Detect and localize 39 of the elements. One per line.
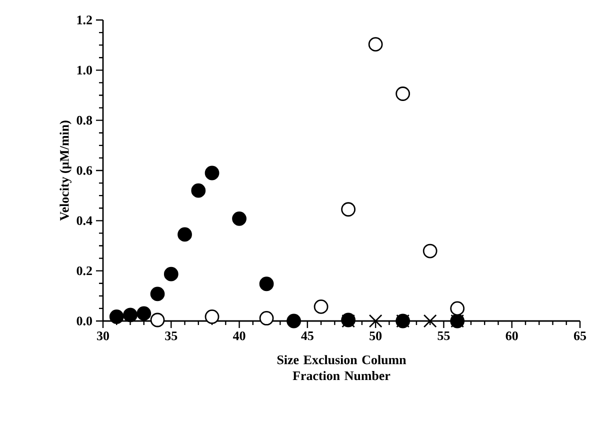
x-tick-label: 40	[232, 332, 246, 340]
point	[123, 308, 138, 322]
point	[259, 276, 274, 292]
y-tick-label: 1.2	[77, 16, 92, 24]
x-tick-label: 45	[301, 332, 314, 340]
x-axis-title: Size Exclusion Column Fraction Number	[277, 355, 406, 380]
x-tick-label: 35	[165, 332, 178, 340]
y-tick-label: 0.4	[76, 216, 92, 226]
point	[204, 166, 220, 180]
y-tick-label: 0.8	[76, 116, 92, 125]
x-tick-label: 30	[97, 332, 109, 340]
y-tick-label: 0.6	[76, 166, 92, 175]
point	[368, 314, 382, 328]
point	[164, 266, 178, 282]
x-tick-label: 60	[506, 332, 518, 340]
y-tick-label: 0.0	[76, 316, 92, 326]
point	[368, 37, 383, 52]
point	[150, 312, 165, 328]
point	[191, 183, 206, 198]
y-axis-title: Velocity (μM/min)	[60, 120, 72, 221]
point	[341, 202, 356, 217]
point	[450, 301, 465, 316]
point	[109, 310, 124, 324]
x-tick-label: 50	[370, 332, 382, 340]
point	[314, 300, 328, 314]
point	[286, 314, 301, 328]
point	[422, 244, 438, 258]
point	[178, 227, 192, 242]
y-tick-label: 1.0	[77, 66, 92, 75]
point	[136, 306, 152, 321]
x-tick-label: 65	[574, 332, 586, 340]
y-tick-label: 0.2	[76, 266, 92, 276]
point	[150, 286, 165, 302]
point	[204, 310, 220, 324]
point	[232, 211, 246, 226]
point	[259, 311, 274, 326]
point	[423, 314, 437, 328]
point	[396, 86, 410, 101]
x-tick-label: 55	[438, 332, 450, 340]
